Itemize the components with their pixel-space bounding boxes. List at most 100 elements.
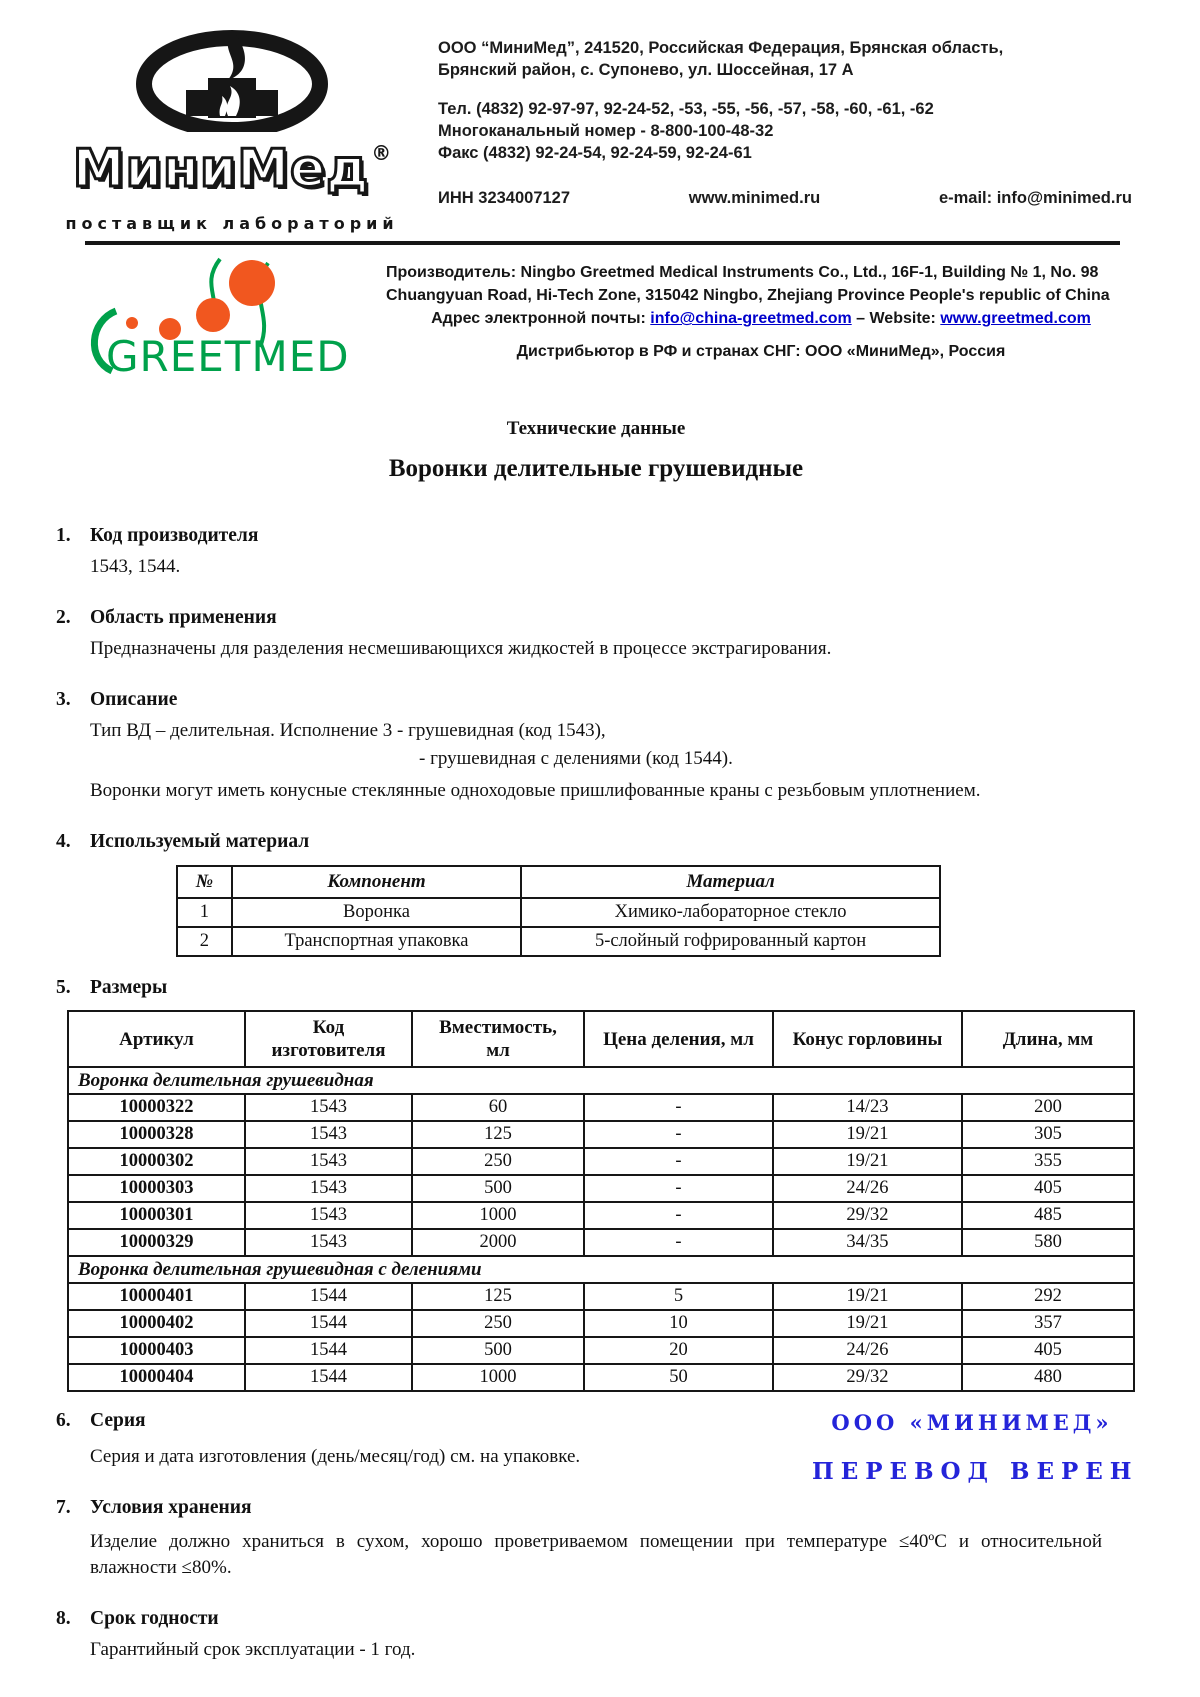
cell-cone: 34/35 [772, 1228, 963, 1258]
minimed-candle-icon [136, 30, 328, 132]
section-body: Тип ВД – делительная. Исполнение 3 - гру… [90, 720, 606, 742]
greetmed-logo-icon: GREETMED [91, 257, 350, 381]
cell-length: 405 [961, 1174, 1135, 1204]
table-row: 10000322 1543 60 - 14/23 200 [67, 1093, 1135, 1123]
manufacturer-info: Производитель: Ningbo Greetmed Medical I… [386, 251, 1136, 382]
cell-cone: 29/32 [772, 1363, 963, 1393]
table-row: 10000403 1544 500 20 24/26 405 [67, 1336, 1135, 1366]
cell-length: 580 [961, 1228, 1135, 1258]
registered-mark-icon: ® [371, 141, 392, 165]
section-heading: Описание [90, 689, 178, 711]
fax-line: Факс (4832) 92-24-54, 92-24-59, 92-24-61 [438, 143, 752, 162]
cell-length: 480 [961, 1363, 1135, 1393]
cell-article: 10000403 [67, 1336, 246, 1366]
cell-article: 10000328 [67, 1120, 246, 1150]
cell-graduation: - [583, 1201, 774, 1231]
cell-cone: 14/23 [772, 1093, 963, 1123]
greetmed-wordmark: GREETMED [106, 332, 350, 377]
col-number: № [176, 865, 233, 900]
greetmed-email-link[interactable]: info@china-greetmed.com [650, 310, 852, 328]
cell-cone: 24/26 [772, 1336, 963, 1366]
section-storage: 7. Условия хранения Изделие должно хранит… [56, 1497, 1136, 1579]
manufacturer-line: Chuangyuan Road, Hi-Tech Zone, 315042 Ni… [386, 287, 1110, 305]
cell-code: 1544 [244, 1309, 413, 1339]
table-row: 2 Транспортная упаковка 5-слойный гофрир… [176, 926, 941, 958]
section-heading: Код производителя [90, 525, 259, 546]
cell-graduation: - [583, 1147, 774, 1177]
cell-material: Химико-лабораторное стекло [520, 897, 941, 929]
cell-number: 2 [176, 926, 233, 958]
col-material: Материал [520, 865, 941, 900]
email-label: Адрес электронной почты: [431, 310, 651, 328]
section-body: Предназначены для разделения несмешивающ… [90, 638, 832, 660]
cell-length: 292 [961, 1282, 1135, 1312]
brand-name: МиниМед [71, 139, 370, 199]
cell-article: 10000301 [67, 1201, 246, 1231]
cell-graduation: - [583, 1228, 774, 1258]
cell-capacity: 1000 [411, 1363, 585, 1393]
col-length: Длина, мм [961, 1010, 1135, 1069]
section-number: 2. [56, 607, 71, 629]
cell-capacity: 500 [411, 1336, 585, 1366]
cell-article: 10000303 [67, 1174, 246, 1204]
manufacturer-contacts: Адрес электронной почты: info@china-gree… [386, 307, 1136, 330]
section-sizes: 5. Размеры Артикул Код изготовителя Вмест… [56, 977, 1136, 1393]
cell-article: 10000401 [67, 1282, 246, 1312]
table-row: 10000302 1543 250 - 19/21 355 [67, 1147, 1135, 1177]
cell-code: 1543 [244, 1228, 413, 1258]
section-body: 1543, 1544. [90, 556, 181, 577]
manufacturer-line: Производитель: Ningbo Greetmed Medical I… [386, 264, 1099, 281]
materials-table: № Компонент Материал 1 Воронка Химико-ла… [176, 865, 941, 958]
cell-code: 1543 [244, 1174, 413, 1204]
cell-graduation: 5 [583, 1282, 774, 1312]
stamp-company: ООО «МИНИМЕД» [831, 1410, 1113, 1436]
group-label: Воронка делительная грушевидная с делени… [67, 1255, 1135, 1285]
distributor-line: Дистрибьютор в РФ и странах СНГ: ООО «Ми… [516, 342, 1006, 360]
col-manufacturer-code: Код изготовителя [244, 1010, 413, 1069]
section-manufacturer-code: 1. Код производителя 1543, 1544. [56, 525, 1136, 579]
brand-tagline: поставщик лабораторий [65, 214, 399, 233]
cell-length: 485 [961, 1201, 1135, 1231]
cell-length: 305 [961, 1120, 1135, 1150]
cell-capacity: 125 [411, 1282, 585, 1312]
section-body: Воронки могут иметь конусные стеклянные … [90, 780, 981, 802]
minimed-header: МиниМед ® поставщик лабораторий ООО “Мини… [56, 26, 1136, 233]
address-line: ООО “МиниМед”, 241520, Российская Федера… [438, 39, 1004, 57]
minimed-logo: МиниМед ® поставщик лабораторий [56, 26, 408, 233]
cell-article: 10000302 [67, 1147, 246, 1177]
table-row: 10000402 1544 250 10 19/21 357 [67, 1309, 1135, 1339]
table-header-row: № Компонент Материал [176, 865, 941, 900]
section-heading: Область применения [90, 607, 277, 629]
section-heading: Размеры [90, 977, 168, 999]
cell-graduation: - [583, 1093, 774, 1123]
section-shelf-life: 8. Срок годности Гарантийный срок эксплуа… [56, 1608, 1136, 1662]
cell-cone: 19/21 [772, 1147, 963, 1177]
cell-length: 355 [961, 1147, 1135, 1177]
greetmed-website-link[interactable]: www.greetmed.com [940, 310, 1091, 328]
section-number: 6. [56, 1410, 71, 1432]
cell-cone: 19/21 [772, 1120, 963, 1150]
phone-line: Тел. (4832) 92-97-97, 92-24-52, -53, -55… [438, 99, 934, 118]
cell-cone: 19/21 [772, 1282, 963, 1312]
inn-row: ИНН 3234007127 www.minimed.ru e-mail: in… [438, 188, 1136, 210]
website-label: – Website: [851, 310, 941, 328]
table-row: 10000301 1543 1000 - 29/32 485 [67, 1201, 1135, 1231]
table-row: 10000329 1543 2000 - 34/35 580 [67, 1228, 1135, 1258]
cell-material: 5-слойный гофрированный картон [520, 926, 941, 958]
section-heading: Срок годности [90, 1607, 219, 1629]
sizes-table: Артикул Код изготовителя Вместимость, мл… [67, 1010, 1135, 1393]
cell-length: 405 [961, 1336, 1135, 1366]
section-heading: Серия [90, 1410, 146, 1432]
section-body: - грушевидная с делениями (код 1544). [419, 748, 733, 770]
section-number: 4. [56, 831, 71, 853]
cell-code: 1544 [244, 1336, 413, 1366]
col-capacity: Вместимость, мл [411, 1010, 585, 1069]
cell-length: 200 [961, 1093, 1135, 1123]
section-number: 1. [56, 525, 71, 546]
cell-capacity: 1000 [411, 1201, 585, 1231]
translation-stamp: ООО «МИНИМЕД» ПЕРЕВОД ВЕРЕН [812, 1410, 1132, 1485]
col-component: Компонент [230, 865, 523, 900]
cell-capacity: 250 [411, 1147, 585, 1177]
cell-number: 1 [176, 897, 233, 929]
